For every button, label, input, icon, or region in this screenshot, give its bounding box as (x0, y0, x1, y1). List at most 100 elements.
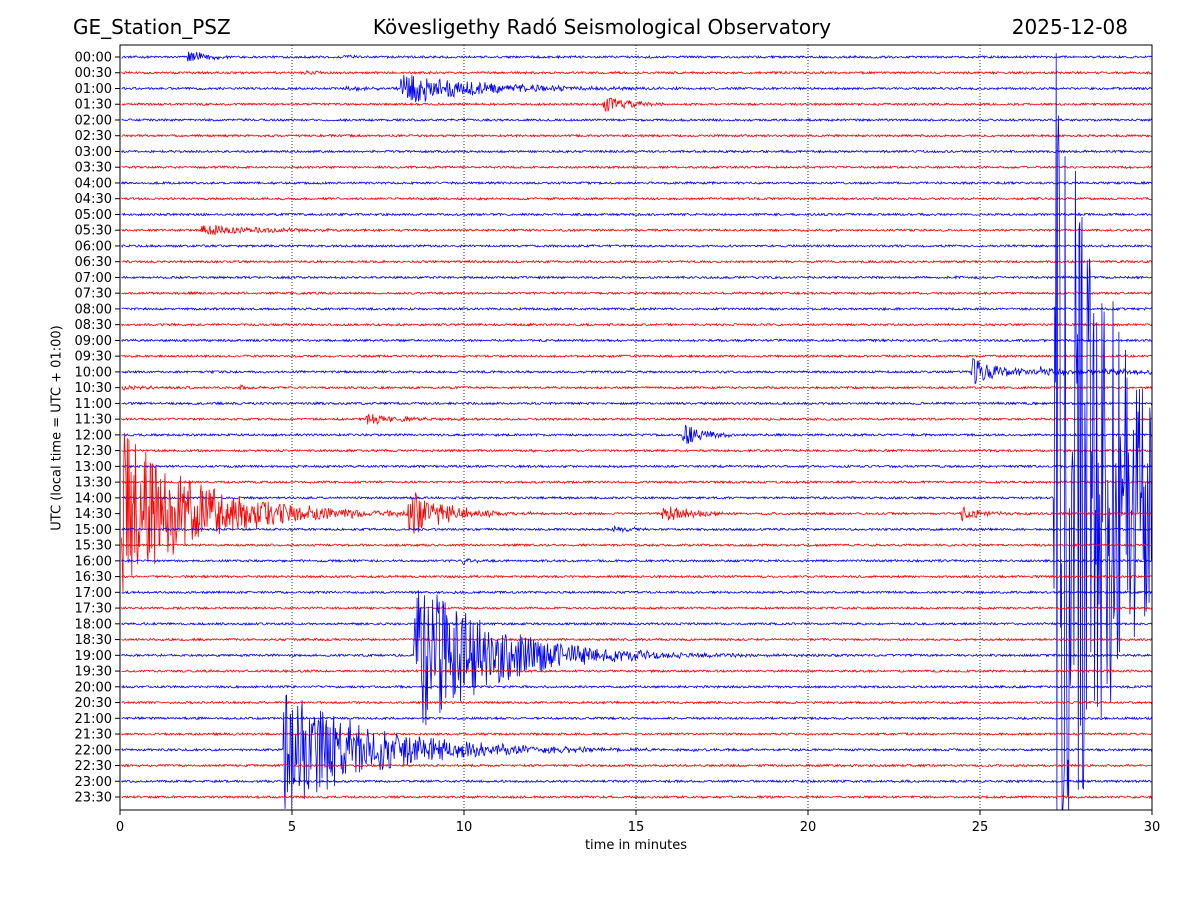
y-tick-label: 01:30 (75, 98, 112, 113)
trace-0700 (121, 275, 1152, 280)
date-title: 2025-12-08 (1011, 15, 1128, 39)
y-tick-label: 06:30 (75, 255, 112, 270)
trace-2330 (121, 794, 1152, 800)
y-tick-label: 01:00 (75, 82, 112, 97)
trace-2030 (121, 700, 1152, 705)
x-tick-label: 0 (116, 820, 124, 835)
trace-1900 (121, 590, 1152, 726)
y-tick-label: 10:30 (75, 381, 112, 396)
y-tick-label: 05:00 (75, 208, 112, 223)
x-tick-label: 10 (456, 820, 473, 835)
trace-0200 (121, 117, 1152, 123)
y-tick-label: 16:00 (75, 554, 112, 569)
trace-0830 (121, 322, 1152, 327)
y-tick-label: 19:30 (75, 665, 112, 680)
trace-1000 (121, 358, 1152, 385)
y-tick-label: 21:30 (75, 728, 112, 743)
y-tick-label: 13:00 (75, 460, 112, 475)
y-tick-label: 23:30 (75, 791, 112, 806)
trace-2100 (121, 715, 1152, 721)
trace-1430 (121, 432, 1152, 593)
trace-0300 (121, 149, 1152, 154)
y-tick-label: 02:30 (75, 129, 112, 144)
trace-1300 (121, 464, 1152, 469)
x-tick-label: 15 (628, 820, 645, 835)
y-tick-label: 09:30 (75, 350, 112, 365)
trace-0230 (121, 133, 1152, 138)
trace-1700 (121, 590, 1152, 595)
y-tick-label: 17:00 (75, 586, 112, 601)
y-tick-label: 22:30 (75, 759, 112, 774)
y-tick-label: 07:30 (75, 287, 112, 302)
y-tick-label: 10:00 (75, 365, 112, 380)
trace-1830 (121, 637, 1152, 642)
y-tick-label: 12:30 (75, 444, 112, 459)
y-tick-label: 03:30 (75, 161, 112, 176)
trace-1730 (121, 605, 1152, 611)
trace-0100 (121, 74, 1152, 103)
trace-1500 (121, 524, 1152, 534)
trace-1030 (121, 383, 1152, 391)
y-tick-label: 12:00 (75, 428, 112, 443)
y-tick-label: 04:30 (75, 192, 112, 207)
trace-1100 (121, 401, 1152, 406)
trace-0000 (121, 51, 1152, 62)
y-tick-label: 15:30 (75, 539, 112, 554)
y-tick-label: 14:30 (75, 507, 112, 522)
station-title: GE_Station_PSZ (73, 15, 231, 39)
trace-0500 (121, 212, 1152, 217)
trace-1600 (121, 557, 1152, 566)
y-tick-label: 19:00 (75, 649, 112, 664)
trace-1200 (121, 424, 1152, 444)
y-tick-label: 06:00 (75, 239, 112, 254)
trace-0330 (121, 164, 1152, 170)
trace-0900 (121, 338, 1152, 343)
y-tick-label: 14:00 (75, 491, 112, 506)
x-axis-label: time in minutes (584, 838, 688, 853)
y-tick-label: 03:00 (75, 145, 112, 160)
trace-0800 (121, 306, 1152, 312)
y-tick-label: 23:00 (75, 775, 112, 790)
trace-0630 (121, 259, 1152, 264)
y-tick-label: 15:00 (75, 523, 112, 538)
trace-0430 (121, 196, 1152, 201)
trace-1530 (121, 543, 1152, 548)
trace-2130 (121, 731, 1152, 737)
y-tick-label: 13:30 (75, 476, 112, 491)
trace-1930 (121, 668, 1152, 674)
x-tick-label: 25 (972, 820, 989, 835)
trace-1630 (121, 574, 1152, 579)
trace-1400 (121, 53, 1152, 810)
y-tick-label: 18:00 (75, 617, 112, 632)
x-tick-label: 20 (800, 820, 817, 835)
y-tick-label: 21:00 (75, 712, 112, 727)
trace-0030 (121, 70, 1152, 75)
y-tick-label: 04:00 (75, 176, 112, 191)
y-tick-label: 20:30 (75, 696, 112, 711)
chart-title: Kövesligethy Radó Seismological Observat… (372, 15, 832, 39)
y-tick-label: 09:00 (75, 334, 112, 349)
trace-0130 (121, 97, 1152, 112)
trace-1130 (121, 413, 1152, 426)
y-tick-label: 16:30 (75, 570, 112, 585)
y-tick-label: 08:30 (75, 318, 112, 333)
y-tick-label: 17:30 (75, 602, 112, 617)
trace-0530 (121, 224, 1152, 236)
trace-2000 (121, 684, 1152, 690)
y-tick-label: 08:00 (75, 302, 112, 317)
y-tick-label: 11:00 (75, 397, 112, 412)
trace-0600 (121, 243, 1152, 249)
trace-0400 (121, 180, 1152, 186)
y-tick-label: 00:30 (75, 66, 112, 81)
y-axis-label: UTC (local time = UTC + 01:00) (49, 325, 65, 531)
trace-0930 (121, 353, 1152, 359)
trace-1230 (121, 448, 1152, 453)
x-tick-label: 30 (1144, 820, 1161, 835)
y-tick-label: 07:00 (75, 271, 112, 286)
trace-1800 (121, 621, 1152, 627)
x-tick-label: 5 (288, 820, 296, 835)
y-tick-label: 22:00 (75, 743, 112, 758)
y-tick-label: 20:00 (75, 680, 112, 695)
trace-2300 (121, 778, 1152, 784)
